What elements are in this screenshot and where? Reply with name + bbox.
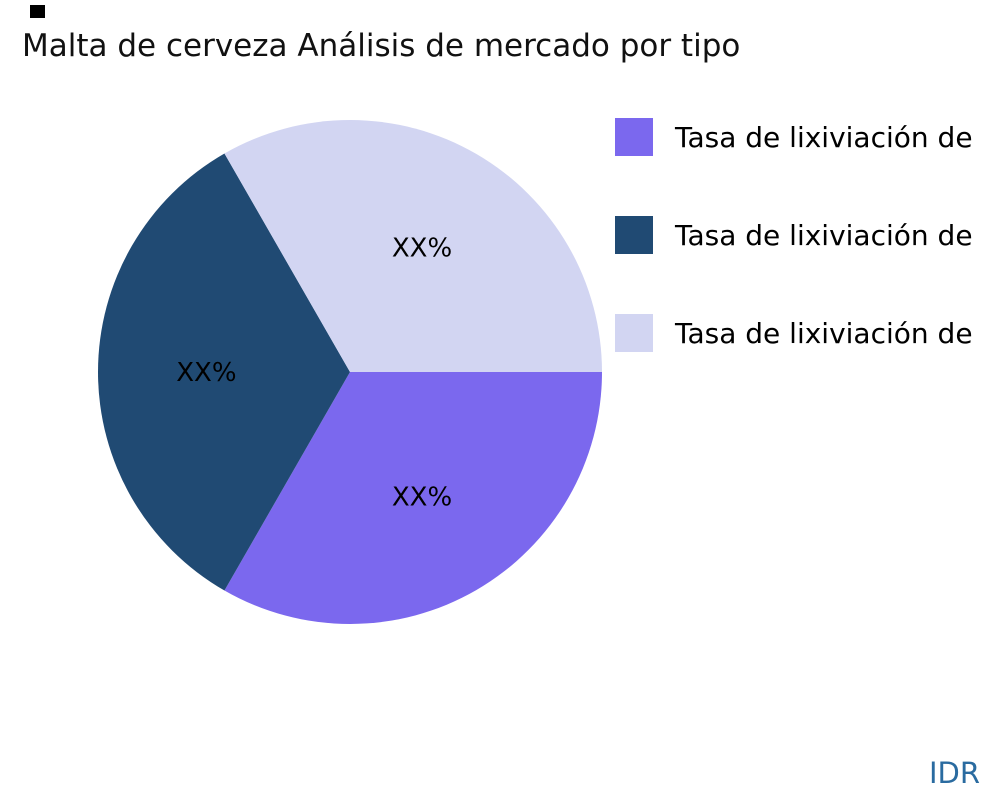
pie-slice (97, 153, 350, 591)
pie-slice-label: XX% (176, 358, 236, 388)
legend-item: Tasa de lixiviación de (615, 314, 973, 352)
pie-slice (224, 372, 603, 624)
pie-chart-area: XX% XX% XX% (90, 112, 610, 632)
pie-slice-label: XX% (392, 234, 452, 264)
legend-label: Tasa de lixiviación de (675, 218, 973, 252)
chart-title: Malta de cerveza Análisis de mercado por… (22, 28, 741, 64)
legend-item: Tasa de lixiviación de (615, 216, 973, 254)
legend-item: Tasa de lixiviación de (615, 118, 973, 156)
legend-swatch-icon (615, 118, 653, 156)
legend-swatch-icon (615, 216, 653, 254)
legend-label: Tasa de lixiviación de (675, 120, 973, 154)
chart-legend: Tasa de lixiviación de Tasa de lixiviaci… (615, 118, 973, 352)
watermark-idr: IDR (928, 756, 980, 790)
legend-label: Tasa de lixiviación de (675, 316, 973, 350)
pie-slice-label: XX% (392, 482, 452, 512)
legend-swatch-icon (615, 314, 653, 352)
pie-chart: XX% XX% XX% (97, 119, 603, 624)
pie-slice (224, 119, 603, 373)
corner-black-square (30, 5, 45, 18)
